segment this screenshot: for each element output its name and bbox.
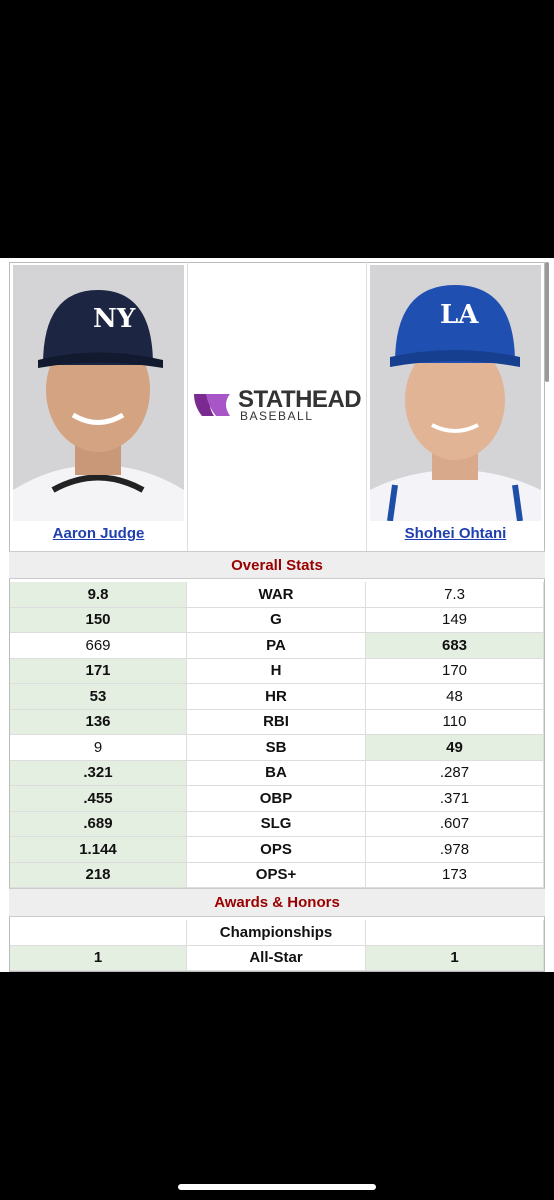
stat-label: All-Star [187,945,366,971]
logo-text: STATHEAD [238,386,362,413]
logo-subtext: BASEBALL [240,409,314,423]
stat-label: OPS [187,837,366,863]
stat-label: OBP [187,786,366,812]
stat-value: .371 [366,786,544,812]
stat-label: WAR [187,582,366,608]
stat-value: .689 [10,811,187,837]
stat-value: 218 [10,862,187,888]
logo-icon [194,394,230,416]
player-link[interactable]: Aaron Judge [52,525,145,542]
stat-value: 1.144 [10,837,187,863]
stat-value: 48 [366,684,544,710]
stat-value: .321 [10,760,187,786]
stat-value: 1 [366,945,544,971]
player-photo: NY [13,265,184,521]
stat-value: 669 [10,633,187,659]
section-header: Overall Stats [9,551,545,579]
stat-value: 170 [366,658,544,684]
stat-value: 49 [366,735,544,761]
stat-label: G [187,607,366,633]
stat-value: 683 [366,633,544,659]
stat-value: .287 [366,760,544,786]
stat-value: .607 [366,811,544,837]
player-link[interactable]: Shohei Ohtani [404,525,507,542]
scrollbar [545,262,549,382]
stat-label: OPS+ [187,862,366,888]
stat-value [366,920,544,946]
stat-value: 173 [366,862,544,888]
stat-value: 1 [10,945,187,971]
stat-label: PA [187,633,366,659]
stat-value: 171 [10,658,187,684]
stat-label: SLG [187,811,366,837]
stat-value: 9 [10,735,187,761]
stat-label: HR [187,684,366,710]
stat-value: 149 [366,607,544,633]
stat-label: BA [187,760,366,786]
stat-value: 110 [366,709,544,735]
stat-value: 7.3 [366,582,544,608]
home-indicator [178,1184,376,1190]
svg-text:LA: LA [440,300,479,330]
svg-text:NY: NY [93,304,136,334]
stat-label: H [187,658,366,684]
stat-label: Championships [187,920,366,946]
stat-value: 53 [10,684,187,710]
stat-label: RBI [187,709,366,735]
stat-value: 150 [10,607,187,633]
section-header: Awards & Honors [9,888,545,917]
divider [366,262,367,552]
stat-label: SB [187,735,366,761]
stat-value: 136 [10,709,187,735]
stat-value [10,920,187,946]
stat-value: .978 [366,837,544,863]
stat-value: .455 [10,786,187,812]
divider [187,262,188,552]
player-photo: LA [370,265,541,521]
stat-value: 9.8 [10,582,187,608]
